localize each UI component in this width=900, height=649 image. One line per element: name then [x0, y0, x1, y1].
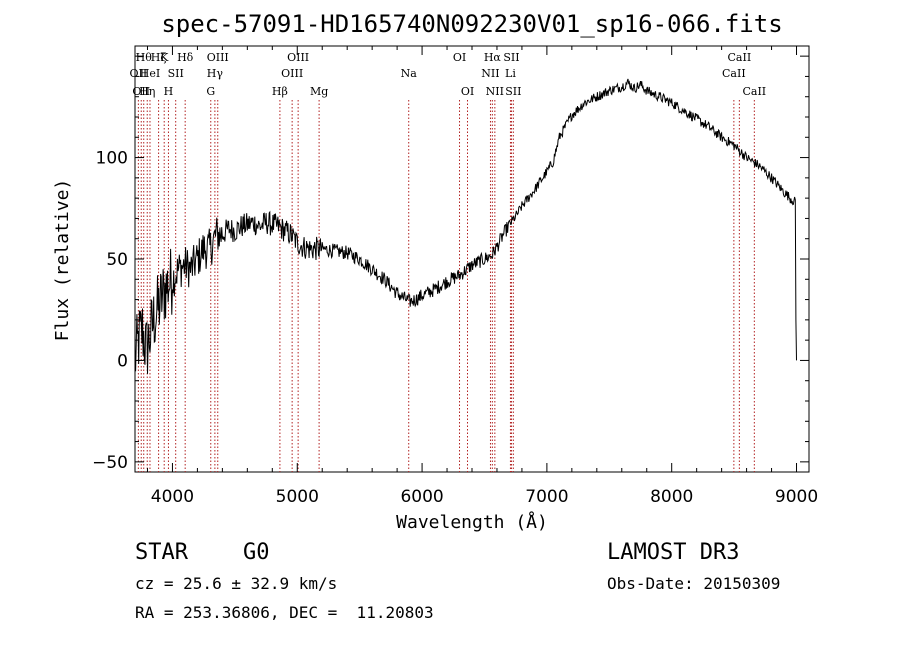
object-class: STAR [135, 540, 188, 565]
line-marker-label: Hγ [207, 67, 224, 80]
line-marker-label: Hδ [177, 51, 194, 64]
y-tick-label: 50 [106, 250, 128, 270]
x-tick-label: 5000 [276, 487, 319, 507]
x-tick-label: 8000 [650, 487, 693, 507]
redshift-cz: cz = 25.6 ± 32.9 km/s [135, 574, 338, 593]
line-marker-label: Li [505, 67, 516, 80]
line-marker-label: OIII [281, 67, 303, 80]
obs-date: Obs-Date: 20150309 [607, 574, 781, 593]
line-marker-label: SII [168, 67, 184, 80]
line-marker-label: OIII [207, 51, 229, 64]
line-marker-label: Hη [139, 85, 155, 98]
y-axis-label: Flux (relative) [52, 179, 73, 342]
axis-tick-labels: 4000 5000 6000 7000 8000 9000 −50 0 50 100 [92, 149, 818, 507]
line-marker-label: HeI [140, 67, 160, 80]
line-marker-label: K [160, 51, 169, 64]
line-marker-label: OII [130, 67, 148, 80]
line-marker-label: H [164, 85, 174, 98]
x-tick-label: 6000 [400, 487, 443, 507]
coordinates: RA = 253.36806, DEC = 11.20803 [135, 603, 434, 622]
chart-title: spec-57091-HD165740N092230V01_sp16-066.f… [161, 10, 782, 38]
line-marker-label: OII [132, 85, 150, 98]
line-marker-label: SII [505, 85, 521, 98]
line-marker-label: CaII [722, 67, 746, 80]
line-marker-label: Hζ [151, 51, 167, 64]
line-marker-label: OI [453, 51, 466, 64]
line-marker-label: NII [486, 85, 504, 98]
line-marker-label: OIII [287, 51, 309, 64]
line-marker-label: CaII [742, 85, 766, 98]
line-marker-label: NII [481, 67, 499, 80]
y-tick-label: 100 [96, 149, 128, 169]
line-marker-label: Mg [310, 85, 328, 98]
x-tick-label: 7000 [525, 487, 568, 507]
line-marker-label: Hθ [136, 51, 153, 64]
axis-ticks [135, 46, 809, 472]
line-marker-label: G [206, 85, 215, 98]
survey-name: LAMOST DR3 [607, 540, 740, 565]
line-marker-label: Hα [484, 51, 502, 64]
x-tick-label: 9000 [775, 487, 818, 507]
line-marker-label: OI [461, 85, 474, 98]
emission-line-markers: OII OII Hθ Hη HeI HζK H SII Hδ G Hγ OIII Hβ OIII OIII M… [130, 51, 766, 472]
x-tick-label: 4000 [151, 487, 194, 507]
line-marker-label: Hβ [272, 85, 288, 98]
x-axis-label: Wavelength (Å) [396, 511, 548, 533]
y-tick-label: 0 [117, 351, 128, 371]
line-marker-label: SII [503, 51, 519, 64]
line-marker-label: Na [401, 67, 418, 80]
plot-frame [134, 45, 810, 473]
spectrum-line [134, 78, 797, 374]
line-marker-label: CaII [728, 51, 752, 64]
y-tick-label: −50 [92, 453, 128, 473]
subclass: G0 [243, 540, 270, 565]
